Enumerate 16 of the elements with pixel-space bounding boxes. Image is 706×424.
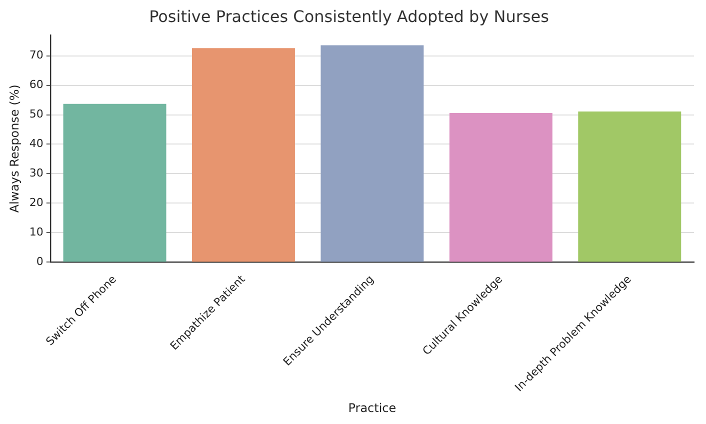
y-tick-label: 30: [29, 166, 44, 180]
y-axis-title: Always Response (%): [7, 84, 22, 213]
y-tick-label: 60: [29, 78, 44, 92]
y-tick-label: 0: [36, 254, 44, 268]
bar: [192, 48, 295, 262]
y-tick-label: 20: [29, 196, 44, 210]
y-tick-label: 40: [29, 137, 44, 150]
chart-title: Positive Practices Consistently Adopted by Nurses: [149, 6, 549, 26]
bar: [63, 104, 166, 262]
y-tick-label: 50: [29, 108, 44, 121]
x-axis-title: Practice: [348, 400, 396, 415]
y-tick-label: 10: [29, 225, 44, 238]
bar: [449, 112, 552, 262]
bar: [320, 45, 424, 262]
y-tick-label: 70: [29, 48, 44, 62]
bar: [578, 112, 682, 262]
